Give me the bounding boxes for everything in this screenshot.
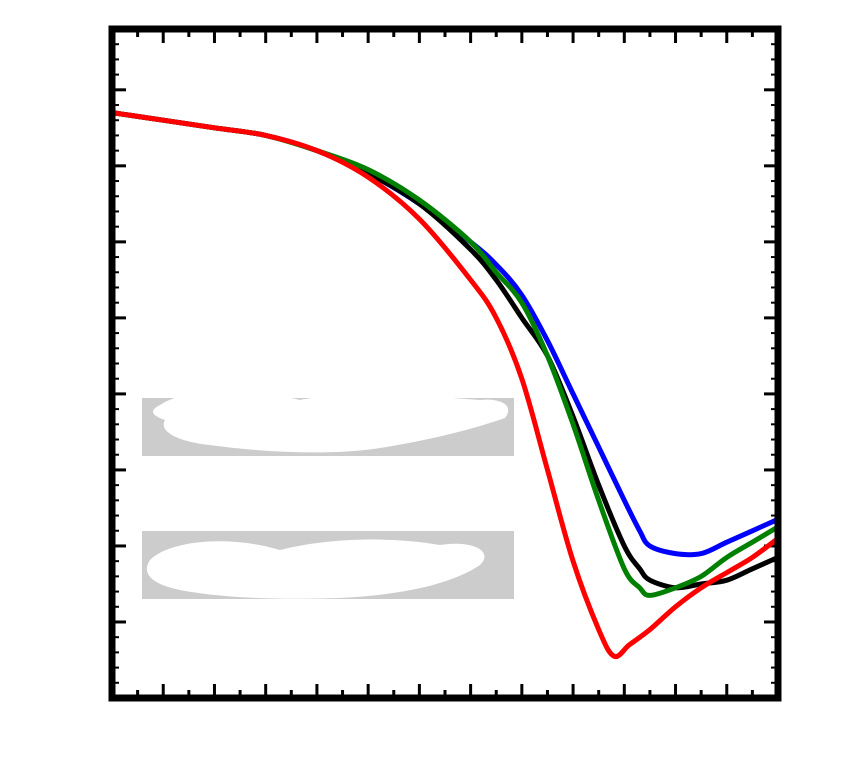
- redaction-blot-upper: [153, 391, 509, 453]
- plot-frame: [108, 25, 782, 702]
- redacted-legend-box-upper: [142, 391, 514, 456]
- series-lines: [109, 110, 781, 660]
- redacted-legend-box-lower: [142, 531, 514, 599]
- redaction-blot-lower: [146, 539, 485, 599]
- series-line-4: [109, 110, 781, 660]
- series-line-1: [109, 110, 781, 558]
- series-line-2: [109, 110, 781, 591]
- series-line-3: [109, 110, 781, 598]
